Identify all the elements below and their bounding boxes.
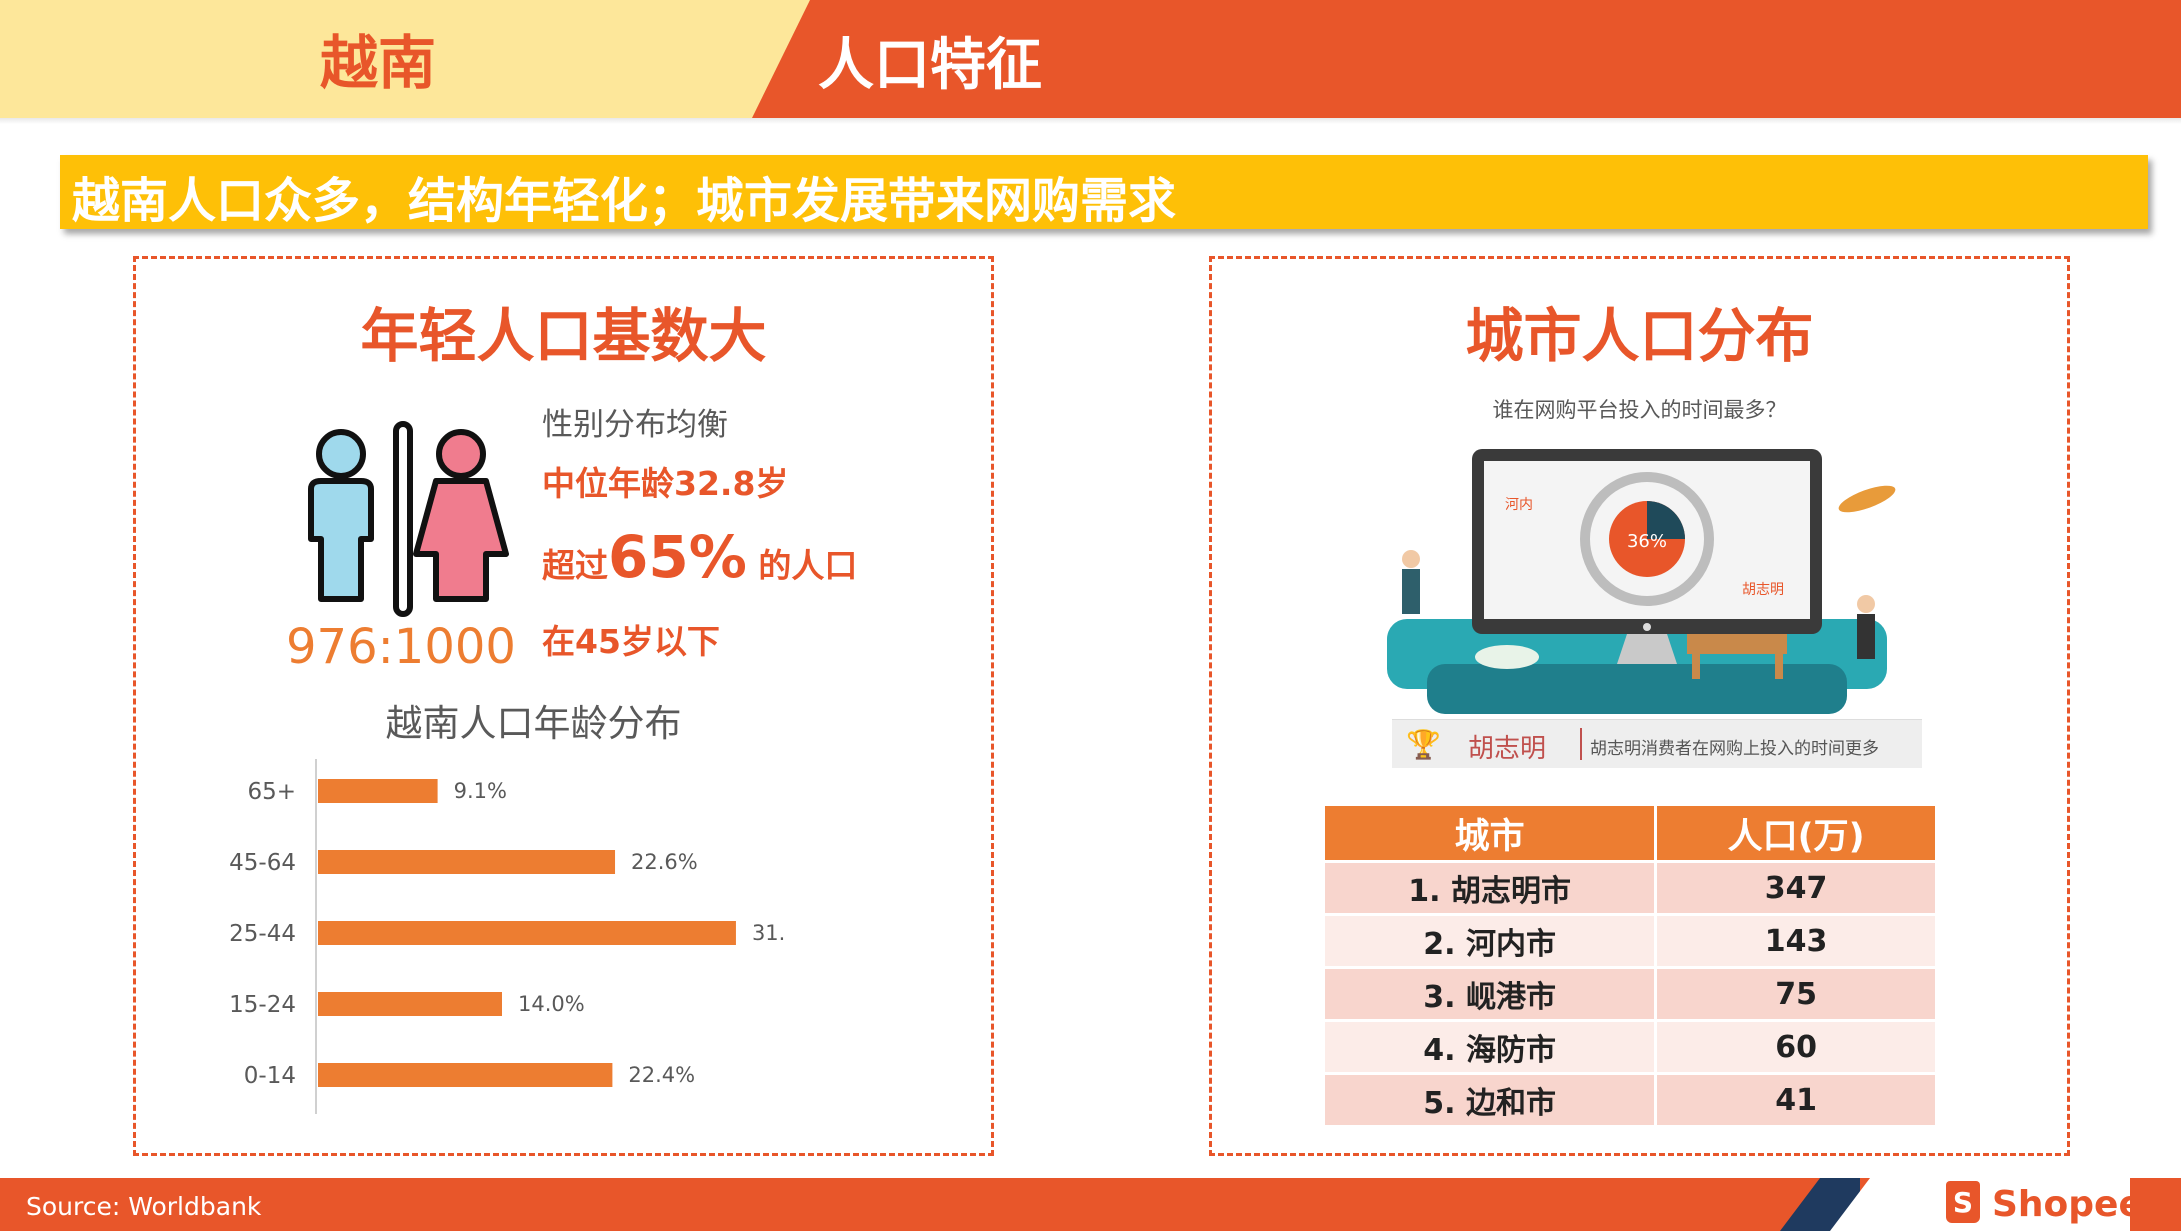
young-share-suffix: 的人口 [746,546,858,585]
source-note: Source: Worldbank [26,1192,262,1221]
table-header-row: 城市 人口(万) [1325,806,1935,860]
table-cell-population: 347 [1657,863,1935,913]
table-cell-population: 60 [1657,1022,1935,1072]
age-value-label: 9.1% [454,779,507,803]
young-population-title: 年轻人口基数大 [360,302,767,370]
shopee-logo: Shopee [1992,1184,2143,1225]
age-bar [318,850,616,874]
illustration-label-hanoi: 河内 [1505,497,1533,513]
age-bar [318,779,438,803]
age-chart-title: 越南人口年龄分布 [385,702,682,745]
table-cell-city: 5. 边和市 [1325,1075,1655,1125]
shopee-bag-icon: S [1946,1181,1980,1223]
age-category-label: 15-24 [229,992,296,1018]
young-share-percent: 65% [608,523,747,591]
country-label: 越南 [320,29,437,97]
table-cell-city: 3. 岘港市 [1325,969,1655,1019]
young-share: 超过65% 的人口 [542,523,857,591]
age-category-label: 0-14 [244,1063,296,1089]
age-value-label: 22.4% [628,1063,695,1087]
table-cell-city: 2. 河内市 [1325,916,1655,966]
trophy-icon: 🏆 [1406,728,1441,761]
table-row: 2. 河内市 143 [1325,916,1935,966]
header-right-band [752,0,2181,118]
table-header-city: 城市 [1325,806,1655,860]
median-age: 中位年龄32.8岁 [542,464,789,503]
header-divider [0,118,2181,124]
city-population-panel: 城市人口分布 谁在网购平台投入的时间最多？ 36% 河内 胡志明 🏆 胡志明 胡… [1209,256,2070,1156]
illustration-label-hcm: 胡志明 [1742,582,1784,598]
table-row: 3. 岘港市 75 [1325,969,1935,1019]
table-cell-population: 75 [1657,969,1935,1019]
age-category-label: 45-64 [229,850,296,876]
table-header-population: 人口(万) [1657,806,1935,860]
young-share-prefix: 超过 [542,546,608,585]
table-cell-population: 41 [1657,1075,1935,1125]
gender-ratio: 976:1000 [286,619,516,675]
illustration-caption: 🏆 胡志明 胡志明消费者在网购上投入的时间更多 [1392,719,1922,768]
male-female-icon [308,421,509,617]
table-cell-population: 143 [1657,916,1935,966]
age-value-label: 22.6% [631,850,698,874]
illustration-question: 谁在网购平台投入的时间最多？ [1492,398,1787,422]
headline-banner: 越南人口众多，结构年轻化；城市发展带来网购需求 [60,155,2148,229]
young-share-line2: 在45岁以下 [542,622,720,661]
table-row: 5. 边和市 41 [1325,1075,1935,1125]
table-cell-city: 4. 海防市 [1325,1022,1655,1072]
gender-note: 性别分布均衡 [542,407,728,443]
age-value-label: 31.8% [752,921,786,945]
age-bar [318,1063,613,1087]
page-title: 人口特征 [818,33,1042,98]
table-row: 4. 海防市 60 [1325,1022,1935,1072]
age-value-label: 14.0% [518,992,585,1016]
age-category-label: 65+ [247,779,296,805]
table-cell-city: 1. 胡志明市 [1325,863,1655,913]
caption-text: 胡志明消费者在网购上投入的时间更多 [1590,739,1879,759]
age-category-label: 25-44 [229,921,296,947]
caption-divider [1580,728,1582,760]
header-left-band [0,0,810,118]
online-shopping-illustration: 36% 河内 胡志明 [1387,449,1896,714]
illustration-percent: 36% [1627,531,1667,552]
caption-city: 胡志明 [1468,734,1547,764]
city-population-table: 城市 人口(万) 1. 胡志明市 347 2. 河内市 143 3. 岘港市 7… [1322,803,1938,1128]
headline-text: 越南人口众多，结构年轻化；城市发展带来网购需求 [72,173,1177,229]
age-distribution-chart: 65+ 9.1% 45-64 22.6% 25-44 31.8% 15-24 14.0% 0-1… [229,759,786,1114]
footer-logo-area [1830,1178,2130,1231]
young-population-panel: 年轻人口基数大 976:1000 性别分布均衡 中位年龄32.8岁 超过65% … [133,256,994,1156]
age-bar [318,921,736,945]
age-bar [318,992,502,1016]
table-row: 1. 胡志明市 347 [1325,863,1935,913]
city-population-title: 城市人口分布 [1465,302,1814,370]
